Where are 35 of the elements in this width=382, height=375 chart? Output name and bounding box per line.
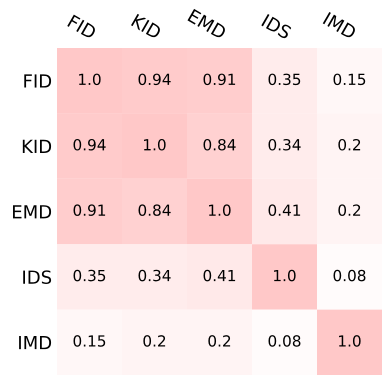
data-label: 0.84 [204, 138, 236, 151]
data-label: 0.91 [204, 74, 236, 86]
data-label: 0.94 [138, 74, 171, 86]
data-label: 1.0 [209, 204, 231, 216]
data-label: 0.2 [143, 335, 166, 347]
data-label: 1.0 [274, 270, 296, 282]
y-tick-label: KID [22, 140, 52, 153]
data-label: 0.2 [338, 138, 360, 151]
y-tick-label: FID [24, 74, 52, 88]
data-label: 0.34 [138, 270, 171, 282]
data-label: 0.41 [204, 270, 236, 282]
x-tick-label: IDS [261, 14, 292, 40]
x-tick-label: EMD [188, 8, 228, 40]
data-label: 0.15 [334, 74, 366, 86]
x-tick-label: FID [67, 14, 98, 40]
x-tick-label: KID [131, 14, 162, 40]
data-label: 1.0 [144, 138, 166, 151]
x-tick-label: IMD [322, 12, 358, 40]
data-label: 0.34 [268, 138, 301, 151]
y-tick-label: IMD [19, 336, 52, 350]
data-label: 0.91 [74, 204, 106, 216]
data-label: 0.08 [334, 270, 366, 282]
data-label: 0.15 [74, 335, 106, 347]
data-label: 1.0 [339, 335, 361, 347]
data-label: 1.0 [79, 74, 101, 86]
data-label: 0.08 [268, 335, 300, 347]
data-label: 0.35 [74, 270, 106, 282]
data-label: 0.35 [268, 74, 300, 86]
data-label: 0.94 [74, 138, 106, 151]
y-tick-label: EMD [13, 205, 52, 218]
y-tick-label: IDS [23, 270, 52, 284]
data-label: 0.41 [268, 204, 300, 216]
data-label: 0.2 [208, 335, 230, 347]
data-label: 0.84 [138, 204, 171, 216]
data-label: 0.2 [338, 204, 360, 216]
